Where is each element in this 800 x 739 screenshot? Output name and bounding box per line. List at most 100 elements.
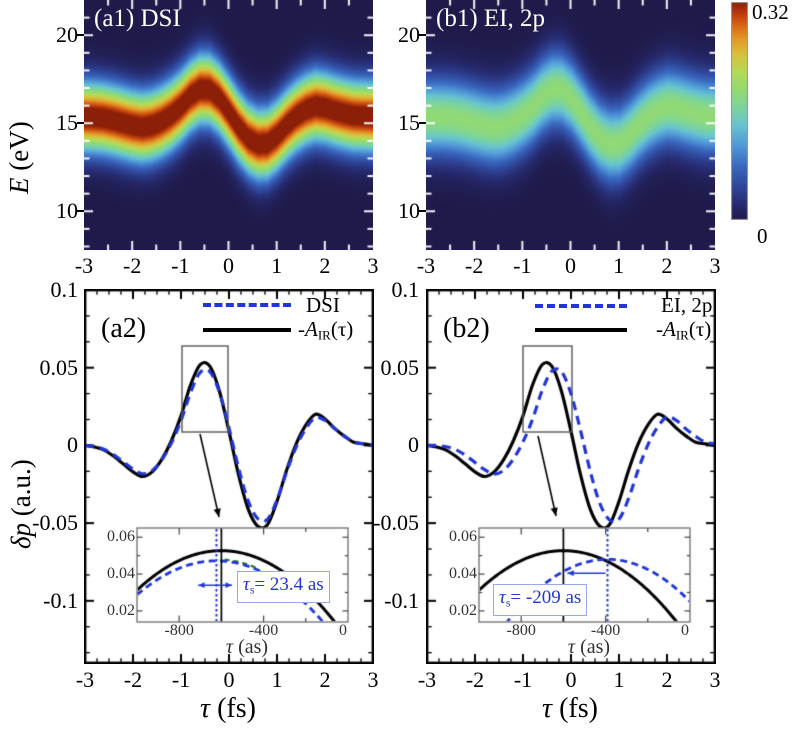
heatmap-a1-canvas — [84, 0, 373, 250]
heatmap-outer-tick — [77, 210, 84, 213]
lp-y-tick-a2-0: 0 — [67, 432, 78, 458]
lp-y-tick-b2-0: 0 — [408, 432, 419, 458]
heatmap-y-tick-a1-15: 15 — [56, 110, 78, 136]
legend-b2-dashed-sample — [535, 304, 627, 308]
inset-x-tick-b2-0: 0 — [681, 622, 689, 639]
legend-solid-sub: IR — [675, 327, 689, 343]
inset-y-tick-b2-0.06: 0.06 — [449, 528, 477, 546]
lp-y-tick-b2--0.1: -0.1 — [384, 587, 419, 613]
legend-solid-pre: - — [656, 317, 663, 341]
heatmap-b1-canvas — [426, 0, 715, 250]
inset-y-tick-b2-0.04: 0.04 — [449, 565, 477, 583]
inset-y-tick-a2-0.02: 0.02 — [107, 601, 135, 619]
lp-y-axis-title: δp (a.u.) — [6, 459, 36, 549]
lp-x-tick-b2--1: -1 — [513, 667, 533, 692]
lp-x-tick-b2-0: 0 — [565, 667, 577, 692]
inset-y-tick-b2-0.02: 0.02 — [449, 601, 477, 619]
heatmap-outer-tick — [419, 210, 426, 213]
lp-x-tick-a2-0: 0 — [223, 667, 235, 692]
heatmap-outer-tick — [419, 34, 426, 37]
inset-y-tick-a2-0.06: 0.06 — [107, 528, 135, 546]
x-axis-title-a2: τ (fs) — [200, 695, 256, 723]
heatmap-y-var: E — [4, 177, 34, 195]
colorbar-max-label: 0.32 — [752, 0, 789, 24]
lp-x-tick-b2-3: 3 — [709, 667, 721, 692]
heatmap-x-tick-a1--2: -2 — [122, 253, 142, 278]
heatmap-y-tick-b1-20: 20 — [398, 22, 420, 48]
x-axis-title-b2: τ (fs) — [542, 695, 598, 723]
heatmap-y-tick-b1-10: 10 — [398, 198, 420, 224]
annotation-delay-b2: τs= -209 as — [493, 584, 588, 617]
legend-b2-solid-sample — [535, 328, 627, 332]
inset-x-tick-a2--800: -800 — [164, 622, 194, 639]
lp-y-tick-b2-0.05: 0.05 — [380, 354, 420, 380]
inset-x-tick-a2--400: -400 — [248, 622, 279, 639]
heatmap-outer-tick — [77, 34, 84, 37]
heatmap-x-tick-b1-3: 3 — [709, 253, 721, 278]
colorbar-min-label: 0 — [757, 224, 768, 248]
inset-x-var: τ — [567, 636, 576, 658]
heatmap-x-tick-a1-0: 0 — [223, 253, 234, 278]
heatmap-x-tick-a1-1: 1 — [271, 253, 283, 278]
lp-y-tick-a2-0.1: 0.1 — [50, 277, 79, 302]
legend-b2-solid-label: -AIR(τ) — [656, 319, 711, 342]
heatmap-x-tick-b1--1: -1 — [513, 253, 532, 278]
heatmap-y-tick-a1-10: 10 — [56, 198, 78, 224]
heatmap-x-tick-b1-2: 2 — [661, 253, 673, 278]
legend-a2-solid-sample — [203, 328, 291, 332]
legend-solid-pre: - — [298, 317, 305, 341]
annotation-delay-a2: τs= 23.4 as — [237, 571, 330, 604]
lp-x-tick-b2--2: -2 — [465, 667, 485, 692]
panel-a2-title: (a2) — [101, 313, 147, 344]
ann-b2-sub: s — [505, 596, 511, 610]
lp-y-tick-b2--0.05: -0.05 — [373, 510, 419, 536]
legend-a2-solid-label: -AIR(τ) — [298, 319, 353, 342]
ann-b2-value: = -209 as — [510, 587, 582, 608]
x-var: τ — [542, 693, 553, 724]
inset-b2-x-title: τ (as) — [568, 637, 610, 657]
ann-a2-sub: s — [249, 583, 255, 597]
ann-b2-var: τ — [499, 587, 506, 608]
heatmap-y-unit: (eV) — [4, 121, 34, 178]
legend-solid-post: (τ) — [330, 317, 354, 341]
heatmap-outer-tick — [419, 122, 426, 125]
ann-a2-value: = 23.4 as — [254, 574, 324, 595]
inset-x-var: τ — [225, 636, 234, 658]
heatmap-y-axis-title: E (eV) — [4, 121, 34, 195]
lp-y-tick-a2--0.05: -0.05 — [32, 510, 78, 536]
heatmap-x-tick-b1--3: -3 — [416, 253, 436, 278]
legend-solid-var: A — [305, 317, 318, 341]
lp-x-tick-a2--1: -1 — [171, 667, 191, 692]
heatmap-x-tick-b1--2: -2 — [464, 253, 484, 278]
inset-x-unit: (as) — [233, 636, 269, 658]
heatmap-x-tick-b1-1: 1 — [613, 253, 625, 278]
lp-x-tick-a2--3: -3 — [75, 667, 95, 692]
panel-b1-title: (b1) EI, 2p — [436, 5, 545, 32]
heatmap-y-tick-a1-20: 20 — [56, 22, 78, 48]
inset-x-unit: (as) — [575, 636, 611, 658]
lp-x-tick-b2-2: 2 — [661, 667, 673, 692]
legend-b2-dashed-label: EI, 2p — [661, 293, 713, 317]
inset-x-tick-a2-0: 0 — [339, 622, 347, 639]
lp-y-unit: (a.u.) — [6, 459, 36, 523]
inset-x-tick-b2--400: -400 — [590, 622, 621, 639]
x-var: τ — [200, 693, 211, 724]
lp-x-tick-a2-1: 1 — [271, 667, 283, 692]
colorbar-canvas — [731, 2, 748, 220]
lp-x-tick-a2--2: -2 — [123, 667, 143, 692]
heatmap-x-tick-a1--1: -1 — [171, 253, 190, 278]
lp-x-tick-a2-2: 2 — [319, 667, 331, 692]
lp-y-tick-a2--0.1: -0.1 — [43, 587, 78, 613]
heatmap-outer-tick — [77, 122, 84, 125]
inset-a2-x-title: τ (as) — [226, 637, 268, 657]
lp-y-var: δp — [6, 522, 36, 549]
x-unit: (fs) — [552, 693, 598, 724]
lp-y-tick-a2-0.05: 0.05 — [39, 354, 79, 380]
lp-x-tick-b2-1: 1 — [613, 667, 625, 692]
heatmap-x-tick-b1-0: 0 — [565, 253, 576, 278]
legend-solid-var: A — [663, 317, 676, 341]
ann-a2-var: τ — [243, 574, 250, 595]
x-unit: (fs) — [210, 693, 256, 724]
legend-solid-sub: IR — [317, 327, 331, 343]
